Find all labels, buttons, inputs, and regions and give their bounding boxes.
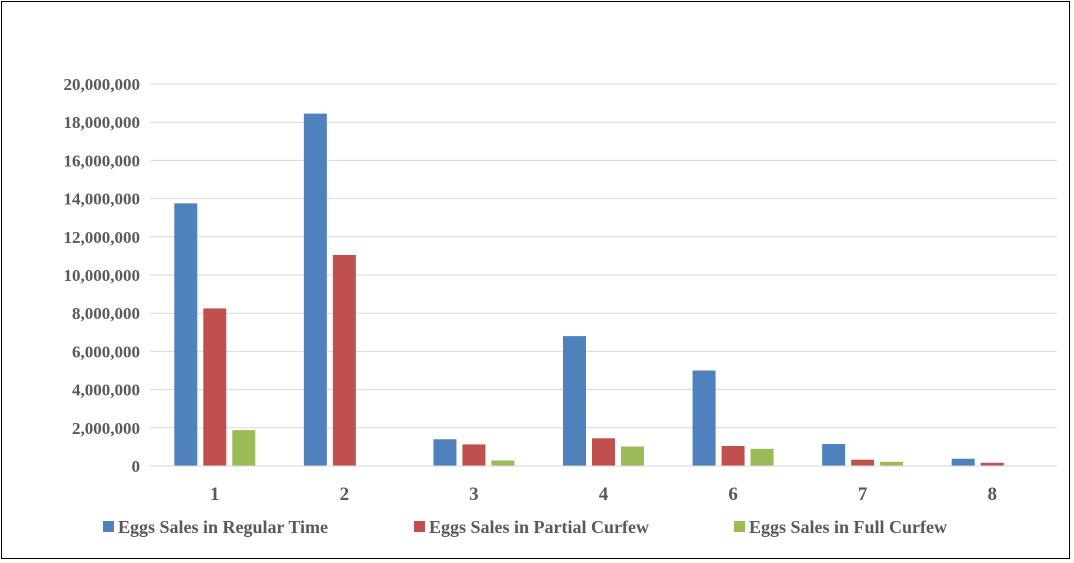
y-tick-label: 0 <box>132 457 141 476</box>
bar-2-cat-2 <box>332 254 356 466</box>
bar-3-cat-4 <box>621 446 644 466</box>
bars <box>174 113 1004 466</box>
y-tick-label: 14,000,000 <box>64 190 141 209</box>
bar-3-cat-3 <box>491 460 515 466</box>
bar-1-cat-1 <box>174 203 198 466</box>
legend-label: Eggs Sales in Regular Time <box>118 517 328 537</box>
bar-1-cat-6 <box>692 370 716 466</box>
y-tick-label: 4,000,000 <box>72 381 140 400</box>
bar-3-cat-1 <box>232 430 256 466</box>
legend-label: Eggs Sales in Partial Curfew <box>429 517 649 537</box>
bar-3-cat-6 <box>750 448 774 466</box>
bar-2-cat-7 <box>851 459 875 466</box>
legend: Eggs Sales in Regular Time Eggs Sales in … <box>103 517 947 537</box>
legend-label: Eggs Sales in Full Curfew <box>749 517 947 537</box>
y-tick-label: 18,000,000 <box>64 113 141 132</box>
x-tick-label: 2 <box>340 484 350 505</box>
y-tick-label: 6,000,000 <box>72 342 140 361</box>
x-tick-label: 7 <box>858 484 868 505</box>
bar-2-cat-6 <box>721 445 745 466</box>
x-tick-label: 6 <box>728 484 738 505</box>
bar-2-cat-3 <box>462 444 486 466</box>
bar-1-cat-3 <box>433 439 457 466</box>
y-tick-label: 2,000,000 <box>72 419 140 438</box>
bar-2-cat-8 <box>980 462 1004 466</box>
y-tick-label: 10,000,000 <box>64 266 141 285</box>
y-tick-label: 16,000,000 <box>64 151 141 170</box>
y-axis-tick-labels: 0 2,000,000 4,000,000 6,000,000 8,000,000 10,… <box>64 75 141 476</box>
x-tick-label: 8 <box>987 484 997 505</box>
legend-swatch <box>414 521 425 532</box>
bar-1-cat-8 <box>951 458 975 466</box>
bar-1-cat-2 <box>303 113 327 466</box>
x-tick-label: 1 <box>210 484 220 505</box>
x-axis-tick-labels: 1 2 3 4 6 7 8 <box>210 484 997 505</box>
bar-2-cat-4 <box>592 438 615 466</box>
y-tick-label: 12,000,000 <box>64 228 141 247</box>
legend-swatch <box>734 521 745 532</box>
x-tick-label: 3 <box>469 484 479 505</box>
bar-3-cat-7 <box>880 461 904 466</box>
y-tick-label: 20,000,000 <box>64 75 141 94</box>
y-tick-label: 8,000,000 <box>72 304 140 323</box>
bar-2-cat-1 <box>203 308 227 466</box>
x-tick-label: 4 <box>599 484 609 505</box>
legend-swatch <box>103 521 114 532</box>
gridlines <box>150 83 1057 429</box>
bar-1-cat-7 <box>822 444 846 466</box>
bar-1-cat-4 <box>563 336 586 466</box>
